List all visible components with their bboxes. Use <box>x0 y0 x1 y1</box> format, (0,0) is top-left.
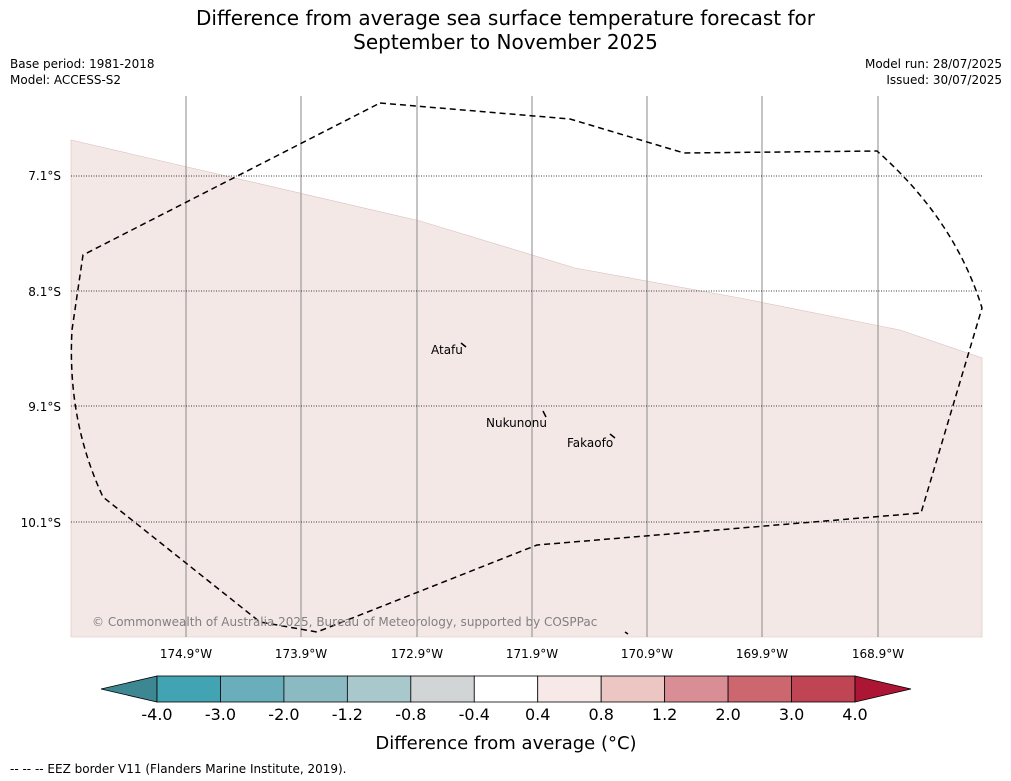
page-title: Difference from average sea surface temp… <box>0 6 1011 54</box>
lat-label: 9.1°S <box>28 400 61 414</box>
atafu-atoll-mark <box>460 342 467 348</box>
colorbar-segment <box>283 675 348 703</box>
place-label-nukunonu: Nukunonu <box>486 416 547 430</box>
model-name: Model: ACCESS-S2 <box>10 73 122 87</box>
place-label-atafu: Atafu <box>431 343 463 357</box>
lon-label: 174.9°W <box>160 647 212 661</box>
lon-label: 169.9°W <box>736 647 788 661</box>
model-info: Base period: 1981-2018 Model: ACCESS-S2 <box>10 56 155 88</box>
anomaly-region <box>70 139 983 638</box>
title-line-1: Difference from average sea surface temp… <box>195 6 815 30</box>
lat-label: 7.1°S <box>28 169 61 183</box>
lon-label: 173.9°W <box>275 647 327 661</box>
colorbar-segment <box>537 675 602 703</box>
lon-label: 171.9°W <box>506 647 558 661</box>
lon-label: 170.9°W <box>621 647 673 661</box>
colorbar-ticks: -4.0 -3.0 -2.0 -1.2 -0.8 -0.4 0.4 0.8 1.2 2.0 3.0 4… <box>141 705 867 724</box>
lat-label: 10.1°S <box>21 516 61 530</box>
place-label-fakaofo: Fakaofo <box>567 436 613 450</box>
colorbar-high-extension <box>854 675 912 703</box>
eez-border-fragment <box>624 631 629 635</box>
colorbar-tick-label: -0.4 <box>459 705 490 724</box>
colorbar-tick-label: 0.8 <box>588 705 613 724</box>
latitude-gridlines <box>71 175 982 523</box>
colorbar-tick-label: -4.0 <box>141 705 172 724</box>
longitude-labels: 174.9°W 173.9°W 172.9°W 171.9°W 170.9°W … <box>160 647 904 661</box>
colorbar-tick-label: -3.0 <box>205 705 236 724</box>
colorbar-tick-label: 4.0 <box>842 705 867 724</box>
colorbar-segments <box>156 675 856 703</box>
colorbar-tick-label: 1.2 <box>652 705 677 724</box>
colorbar-tick-label: -0.8 <box>395 705 426 724</box>
colorbar-segment <box>600 675 666 703</box>
colorbar-segment <box>727 675 792 703</box>
nukunonu-atoll-mark <box>542 410 547 418</box>
colorbar: -4.0 -3.0 -2.0 -1.2 -0.8 -0.4 0.4 0.8 1.2 2.0 3.0 4… <box>100 675 912 754</box>
colorbar-tick-label: -1.2 <box>332 705 363 724</box>
colorbar-low-extension <box>100 675 158 703</box>
longitude-gridlines <box>185 96 879 637</box>
eez-border <box>70 102 983 633</box>
colorbar-segment <box>791 675 856 703</box>
colorbar-label: Difference from average (°C) <box>375 733 636 754</box>
colorbar-segment <box>664 675 729 703</box>
copyright-note: © Commonwealth of Australia 2025, Bureau… <box>92 615 597 629</box>
colorbar-segment <box>410 675 475 703</box>
fakaofo-atoll-mark <box>609 433 616 439</box>
colorbar-tick-label: 2.0 <box>715 705 740 724</box>
colorbar-segment <box>346 675 412 703</box>
colorbar-tick-label: 3.0 <box>779 705 804 724</box>
lon-label: 168.9°W <box>852 647 904 661</box>
lon-label: 172.9°W <box>391 647 443 661</box>
model-run: Model run: 28/07/2025 <box>864 57 1002 71</box>
issued-date: Issued: 30/07/2025 <box>886 73 1002 87</box>
colorbar-segment <box>220 675 285 703</box>
lat-label: 8.1°S <box>28 285 61 299</box>
colorbar-tick-label: 0.4 <box>525 705 550 724</box>
base-period: Base period: 1981-2018 <box>10 57 155 71</box>
eez-legend: -- -- -- EEZ border V11 (Flanders Marine… <box>10 762 347 776</box>
run-info: Model run: 28/07/2025 Issued: 30/07/2025 <box>865 56 1002 88</box>
colorbar-tick-label: -2.0 <box>268 705 299 724</box>
latitude-labels: 7.1°S 8.1°S 9.1°S 10.1°S <box>21 169 61 530</box>
colorbar-segment <box>473 675 539 703</box>
title-line-2: September to November 2025 <box>353 30 658 54</box>
colorbar-segment <box>156 675 221 703</box>
